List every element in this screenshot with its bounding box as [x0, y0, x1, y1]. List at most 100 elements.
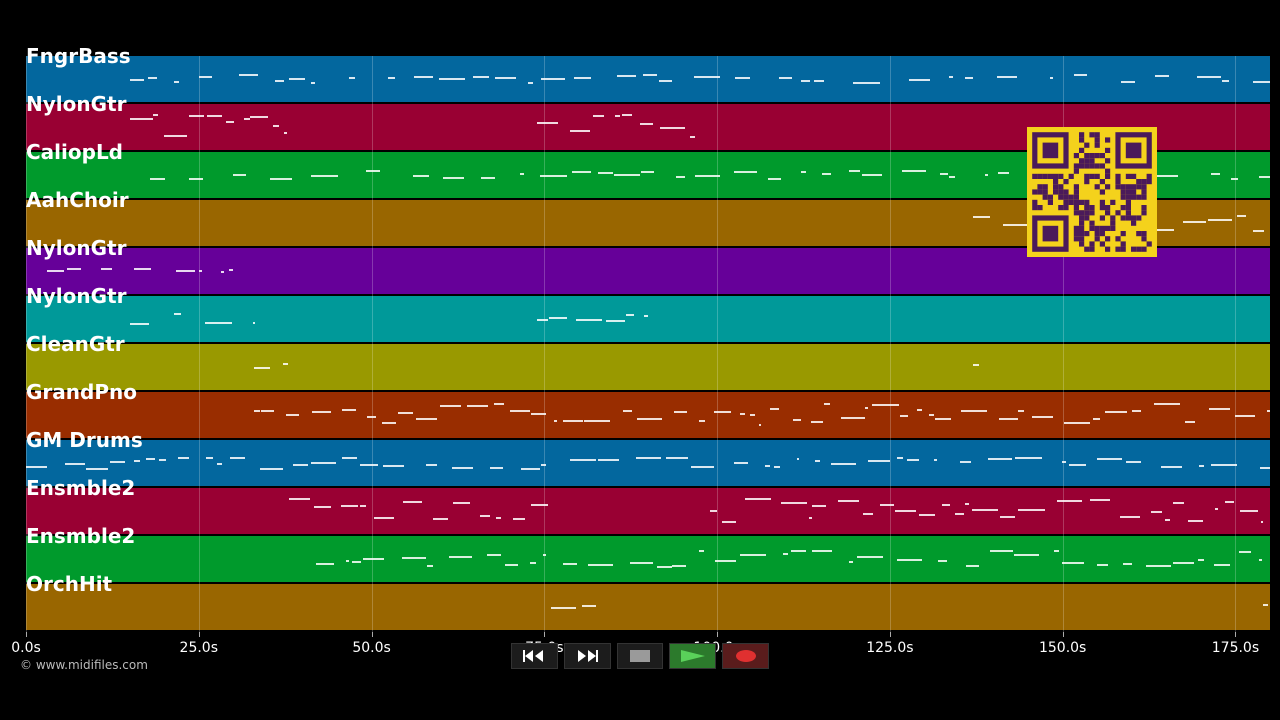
track-label: CaliopLd	[26, 140, 124, 164]
midi-note	[254, 410, 260, 412]
midi-note	[539, 175, 567, 177]
midi-note	[1093, 418, 1101, 420]
midi-note	[674, 411, 688, 413]
track-lane[interactable]	[26, 488, 1270, 534]
midi-note	[641, 171, 654, 173]
midi-note	[987, 458, 1012, 460]
midi-note	[229, 457, 245, 459]
midi-note	[285, 414, 300, 416]
midi-note	[341, 409, 356, 411]
midi-note	[605, 320, 626, 322]
midi-note	[841, 417, 865, 419]
midi-note	[1122, 563, 1132, 565]
midi-note	[562, 563, 577, 565]
midi-note	[310, 175, 338, 177]
tick-mark	[198, 632, 200, 637]
midi-note	[1031, 416, 1053, 418]
midi-note	[1003, 224, 1030, 226]
midi-note	[1252, 81, 1270, 83]
midi-note	[949, 76, 953, 78]
transport-controls	[511, 643, 769, 669]
midi-note	[693, 76, 720, 78]
midi-note	[573, 77, 591, 79]
midi-note	[868, 460, 890, 462]
grid-line	[371, 56, 373, 632]
midi-note	[292, 464, 308, 466]
midi-note	[427, 565, 433, 567]
midi-note	[770, 408, 780, 410]
qr-code	[1027, 127, 1157, 257]
record-button[interactable]	[722, 643, 769, 669]
fast-forward-button[interactable]	[563, 643, 611, 669]
midi-note	[1260, 521, 1264, 523]
midi-note	[473, 76, 490, 78]
midi-note	[549, 317, 568, 319]
midi-note	[207, 115, 222, 117]
stop-button[interactable]	[616, 643, 664, 669]
midi-note	[1214, 564, 1231, 566]
midi-note	[972, 364, 980, 366]
midi-note	[838, 500, 860, 502]
track-lane[interactable]	[26, 584, 1270, 630]
play-button[interactable]	[669, 643, 717, 669]
midi-note	[1161, 466, 1183, 468]
midi-note	[1053, 550, 1060, 552]
track-lane[interactable]	[26, 392, 1270, 438]
midi-note	[150, 178, 166, 180]
midi-note	[997, 172, 1009, 174]
midi-note	[864, 407, 869, 409]
midi-note	[261, 410, 274, 412]
midi-note	[1153, 229, 1175, 231]
midi-note	[949, 176, 956, 178]
midi-note	[676, 176, 685, 178]
midi-note	[288, 498, 310, 500]
track-label: NylonGtr	[26, 284, 127, 308]
midi-note	[1188, 520, 1204, 522]
midi-note	[401, 557, 426, 559]
midi-note	[1182, 221, 1207, 223]
tick-mark	[1062, 632, 1064, 637]
midi-note	[85, 468, 108, 470]
midi-note	[387, 77, 395, 79]
track-lane[interactable]	[26, 440, 1270, 486]
midi-note	[643, 315, 648, 317]
midi-note	[1197, 559, 1205, 561]
midi-note	[1266, 410, 1270, 412]
midi-note	[1258, 559, 1262, 561]
midi-note	[571, 171, 592, 173]
midi-note	[316, 563, 335, 565]
track-lane[interactable]	[26, 296, 1270, 342]
grid-line	[717, 56, 719, 632]
midi-note	[453, 502, 470, 504]
midi-note	[722, 521, 737, 523]
midi-note	[1172, 562, 1194, 564]
midi-note	[814, 460, 821, 462]
midi-note	[283, 363, 289, 365]
midi-note	[134, 268, 151, 270]
midi-note	[1061, 461, 1067, 463]
midi-note	[739, 554, 766, 556]
track-lane[interactable]	[26, 56, 1270, 102]
midi-note	[758, 424, 762, 426]
midi-note	[710, 510, 718, 512]
midi-note	[283, 132, 287, 134]
midi-note	[783, 553, 788, 555]
midi-note	[528, 82, 534, 84]
midi-note	[1069, 464, 1086, 466]
track-lane[interactable]	[26, 536, 1270, 582]
midi-note	[174, 81, 180, 83]
tick-label: 150.0s	[1038, 640, 1087, 656]
track-label: NylonGtr	[26, 236, 127, 260]
midi-note	[666, 457, 689, 459]
midi-note	[402, 501, 423, 503]
track-label: NylonGtr	[26, 92, 127, 116]
track-lane[interactable]	[26, 344, 1270, 390]
midi-note	[734, 462, 749, 464]
piano-roll[interactable]	[26, 56, 1270, 632]
rewind-button[interactable]	[511, 643, 558, 669]
midi-note	[990, 550, 1014, 552]
midi-note	[1018, 410, 1025, 412]
tick-label: 0.0s	[11, 640, 41, 656]
midi-note	[894, 510, 917, 512]
midi-note	[972, 509, 999, 511]
